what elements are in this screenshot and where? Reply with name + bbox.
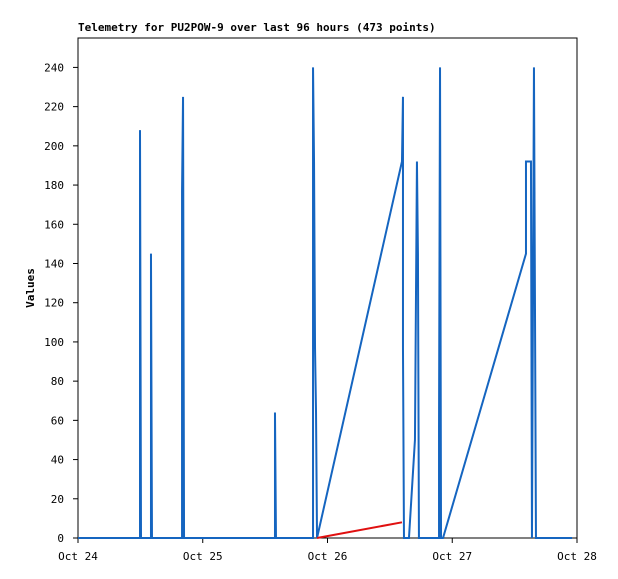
x-tick-label: Oct 25	[183, 550, 223, 563]
y-tick-label: 100	[44, 336, 64, 349]
series-line	[316, 521, 403, 539]
y-axis-label: Values	[24, 268, 37, 308]
y-tick-label: 140	[44, 257, 64, 270]
x-tick-label: Oct 24	[58, 550, 98, 563]
x-tick-label: Oct 26	[308, 550, 348, 563]
x-tick-label: Oct 28	[557, 550, 597, 563]
y-tick-label: 80	[51, 375, 64, 388]
y-tick-label: 120	[44, 297, 64, 310]
chart-title: Telemetry for PU2POW-9 over last 96 hour…	[78, 21, 436, 34]
series-line	[78, 67, 573, 539]
y-tick-label: 220	[44, 101, 64, 114]
y-tick-label: 240	[44, 61, 64, 74]
plot-frame	[77, 37, 578, 539]
y-tick-label: 200	[44, 140, 64, 153]
y-tick-label: 40	[51, 454, 64, 467]
y-tick-label: 180	[44, 179, 64, 192]
y-tick-label: 160	[44, 218, 64, 231]
y-tick-label: 60	[51, 414, 64, 427]
y-tick-label: 20	[51, 493, 64, 506]
x-tick-label: Oct 27	[432, 550, 472, 563]
y-tick-label: 0	[57, 532, 64, 545]
